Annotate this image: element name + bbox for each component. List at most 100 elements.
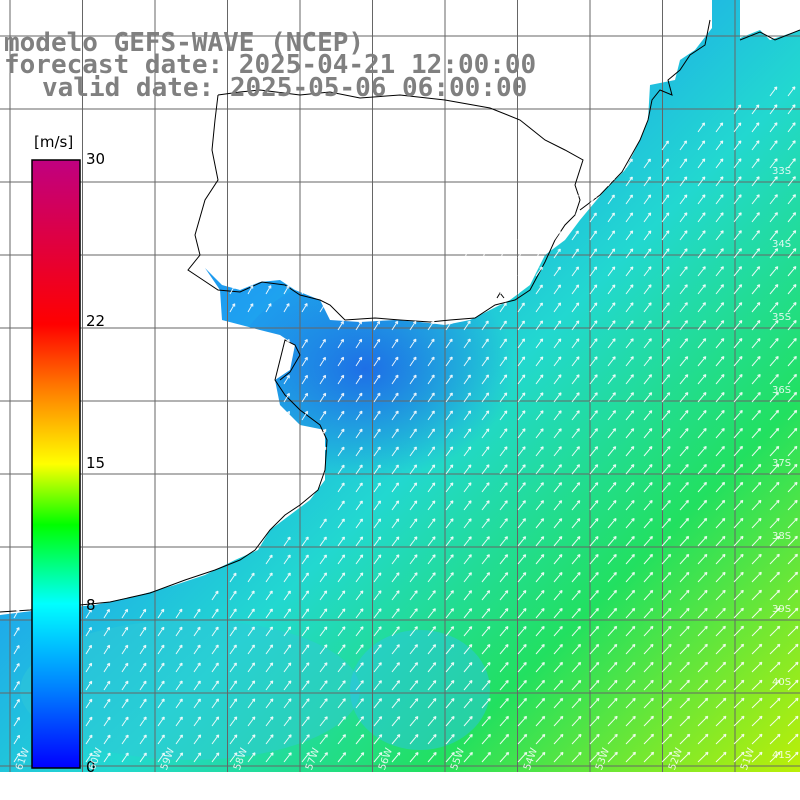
wind-arrow: [661, 679, 672, 691]
wind-arrow: [283, 716, 292, 727]
wind-arrow: [625, 679, 636, 691]
wind-arrow: [535, 302, 543, 313]
wind-arrow: [661, 715, 673, 727]
wind-arrow: [319, 572, 328, 583]
wind-arrow: [787, 319, 797, 331]
wind-arrow: [139, 734, 147, 745]
wind-arrow: [481, 679, 491, 691]
wind-arrow: [499, 284, 507, 295]
wind-arrow: [553, 284, 561, 295]
wind-arrow: [733, 176, 742, 187]
wind-arrow: [697, 445, 707, 457]
wind-arrow: [463, 374, 471, 385]
wind-arrow: [625, 176, 633, 187]
wind-arrow: [229, 303, 236, 313]
wind-arrow: [427, 410, 435, 421]
wind-arrow: [715, 553, 726, 565]
land-mask: [0, 0, 800, 615]
wind-arrow: [733, 499, 744, 511]
wind-arrow: [499, 590, 509, 601]
wind-arrow: [751, 571, 762, 583]
wind-arrow: [769, 122, 778, 133]
wind-arrow: [589, 212, 597, 223]
wind-arrow: [463, 536, 472, 547]
wind-arrow: [373, 662, 382, 673]
wind-arrow: [751, 194, 760, 205]
wind-arrow: [787, 517, 798, 529]
wind-arrow: [607, 320, 616, 331]
wind-arrow: [391, 410, 399, 421]
wind-arrow: [535, 428, 544, 439]
wind-arrow: [643, 553, 654, 565]
wind-arrow: [301, 285, 308, 295]
wind-arrow: [373, 554, 382, 565]
wind-arrow: [643, 589, 654, 601]
wind-arrow: [337, 680, 346, 691]
wind-arrow: [715, 445, 725, 457]
wind-arrow: [319, 716, 328, 727]
wind-arrow: [463, 464, 472, 475]
wind-arrow: [751, 230, 760, 241]
wind-arrow: [607, 266, 616, 277]
wind-arrow: [355, 374, 363, 385]
wind-arrow: [247, 680, 256, 691]
colorbar-tick-label: 15: [86, 454, 106, 472]
wind-arrow: [517, 428, 526, 439]
wind-arrow: [535, 500, 545, 511]
wind-arrow: [625, 697, 636, 709]
wind-arrow: [499, 464, 508, 475]
wind-arrow: [535, 392, 544, 403]
wind-arrow: [625, 589, 636, 601]
wind-arrow: [643, 374, 653, 385]
wind-arrow: [679, 499, 689, 511]
wind-arrow: [733, 733, 745, 745]
wind-arrow: [337, 482, 345, 493]
wind-arrow: [427, 374, 435, 385]
wind-arrow: [319, 662, 328, 673]
wind-arrow: [697, 140, 706, 151]
wind-arrow: [553, 715, 564, 727]
wind-arrow: [769, 553, 780, 565]
wind-arrow: [535, 572, 545, 583]
wind-arrow: [571, 500, 581, 511]
wind-arrow: [391, 356, 399, 367]
wind-arrow: [553, 625, 563, 637]
wind-arrow: [247, 303, 254, 313]
wind-arrow: [787, 715, 799, 727]
wind-arrow: [121, 662, 129, 673]
wind-arrow: [301, 356, 308, 367]
wind-arrow: [571, 536, 581, 547]
wind-arrow: [13, 752, 21, 763]
wind-arrow: [229, 698, 238, 709]
wind-arrow: [679, 463, 689, 475]
wind-arrow: [517, 338, 526, 349]
wind-arrow: [499, 248, 507, 259]
wind-arrow: [661, 176, 670, 187]
wind-arrow: [409, 500, 418, 511]
wind-arrow: [625, 571, 635, 583]
wind-arrow: [481, 374, 490, 385]
wind-arrow: [553, 518, 563, 529]
wind-arrow: [571, 482, 581, 493]
wind-arrow: [571, 679, 582, 691]
wind-arrow: [409, 590, 418, 601]
wind-arrow: [625, 248, 634, 259]
wind-arrow: [553, 464, 562, 475]
wind-arrow: [103, 716, 111, 727]
wind-arrow: [679, 140, 688, 151]
wind-arrow: [445, 266, 453, 277]
wind-arrow: [337, 464, 345, 475]
wind-arrow: [787, 212, 797, 223]
wind-arrow: [517, 751, 528, 763]
wind-arrow: [769, 140, 778, 151]
wind-arrow: [373, 572, 382, 583]
wind-arrow: [661, 212, 670, 223]
wind-arrow: [175, 752, 184, 763]
wind-arrow: [769, 481, 780, 493]
wind-arrow: [283, 285, 290, 295]
wind-arrow: [427, 500, 436, 511]
wind-arrow: [85, 752, 93, 763]
wind-arrow: [427, 356, 435, 367]
wind-arrow: [283, 374, 290, 385]
wind-arrow: [445, 715, 455, 727]
